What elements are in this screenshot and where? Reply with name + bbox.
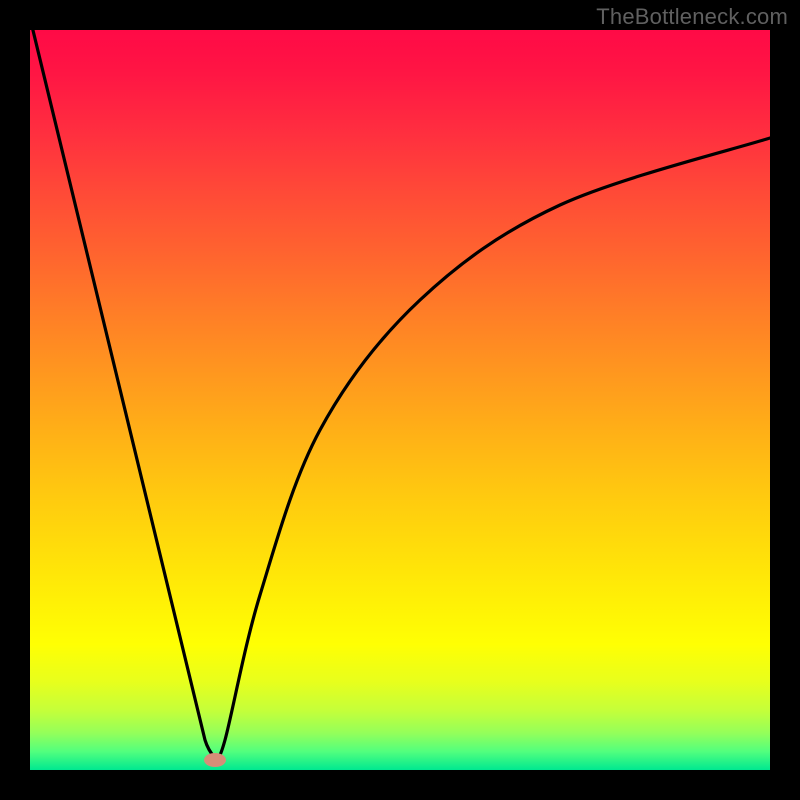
plot-background [30, 30, 770, 770]
watermark-text: TheBottleneck.com [596, 4, 788, 30]
bottleneck-chart [0, 0, 800, 800]
optimal-point-marker [204, 753, 226, 767]
